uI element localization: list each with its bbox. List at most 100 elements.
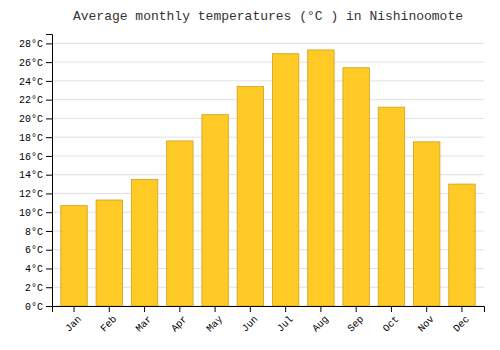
tick-mark (46, 268, 52, 269)
tick-mark (46, 212, 52, 213)
x-axis: Jan Feb Mar Apr May Jun Jul Aug Sep Oct Nov Dec (53, 306, 485, 334)
tick-label: Nov (416, 314, 437, 335)
tick: 8°C (25, 227, 52, 238)
tick: Jul (275, 306, 296, 334)
tick: 0°C (25, 302, 52, 313)
tick-label: Sep (346, 314, 367, 335)
tick-label: 4°C (25, 264, 43, 275)
tick-label: 8°C (25, 227, 43, 238)
bar (272, 54, 298, 306)
bar (131, 179, 157, 306)
tick: 4°C (25, 264, 52, 275)
tick-label: 14°C (19, 170, 43, 181)
tick-label: Feb (99, 314, 120, 335)
tick-mark (46, 118, 52, 119)
bar (237, 87, 263, 306)
tick-label: 6°C (25, 245, 43, 256)
grid-line (52, 43, 484, 44)
tick-label: 0°C (25, 302, 43, 313)
tick-mark (46, 306, 52, 307)
tick-mark (46, 62, 52, 63)
tick-label: Dec (451, 314, 472, 335)
tick-mark (46, 137, 52, 138)
tick-label: 12°C (19, 189, 43, 200)
y-axis: 0°C 2°C 4°C 6°C 8°C 10°C 12°C 14°C 16°C 18°C 20°C 2… (19, 35, 53, 313)
tick: 2°C (25, 283, 52, 294)
tick: 6°C (25, 245, 52, 256)
tick-label: Apr (169, 314, 190, 335)
tick-label: 2°C (25, 283, 43, 294)
tick: 28°C (19, 39, 52, 50)
bar (308, 50, 334, 306)
tick-mark (179, 306, 180, 312)
tick: Jan (63, 306, 84, 334)
grid-line (52, 62, 484, 63)
plot: 0°C 2°C 4°C 6°C 8°C 10°C 12°C 14°C 16°C 18°C 20°C 2… (19, 35, 485, 335)
tick: Apr (169, 306, 190, 334)
tick: 10°C (19, 208, 52, 219)
tick: 18°C (19, 133, 52, 144)
tick: 20°C (19, 114, 52, 125)
tick-label: Oct (381, 314, 402, 335)
tick-label: May (204, 314, 225, 335)
tick: 16°C (19, 152, 52, 163)
tick-mark (46, 156, 52, 157)
bar (202, 115, 228, 306)
grid-line (52, 80, 484, 81)
tick-mark (46, 231, 52, 232)
tick: Aug (310, 306, 331, 334)
tick: Mar (134, 306, 155, 334)
tick-label: 10°C (19, 208, 43, 219)
tick-label: Jan (63, 314, 84, 335)
tick: 26°C (19, 58, 52, 69)
tick-mark (109, 306, 110, 312)
tick-label: 24°C (19, 77, 43, 88)
tick-label: Aug (310, 314, 331, 335)
chart: 0°C 2°C 4°C 6°C 8°C 10°C 12°C 14°C 16°C 18°C 20°C 2… (0, 0, 500, 350)
tick: Jun (240, 306, 261, 334)
tick: 14°C (19, 170, 52, 181)
grid-line (52, 118, 484, 119)
tick: Oct (381, 306, 402, 334)
tick-mark (250, 306, 251, 312)
tick-mark (426, 306, 427, 312)
axis-line (46, 35, 53, 307)
grid-line (52, 137, 484, 138)
tick-mark (46, 175, 52, 176)
tick-mark (46, 100, 52, 101)
tick-mark (215, 306, 216, 312)
bar (167, 141, 193, 306)
axis-line (53, 307, 485, 313)
tick-label: 26°C (19, 58, 43, 69)
tick-mark (74, 306, 75, 312)
tick-label: 28°C (19, 39, 43, 50)
tick-mark (46, 43, 52, 44)
tick-mark (144, 306, 145, 312)
bar (343, 68, 369, 306)
bar (61, 206, 87, 306)
grid (52, 43, 484, 306)
bar (413, 142, 439, 306)
tick: Feb (99, 306, 120, 334)
tick-mark (391, 306, 392, 312)
tick-mark (46, 81, 52, 82)
tick-mark (320, 306, 321, 312)
tick-mark (46, 250, 52, 251)
tick-mark (461, 306, 462, 312)
tick-label: 16°C (19, 152, 43, 163)
tick: May (204, 306, 225, 334)
tick-mark (285, 306, 286, 312)
tick-mark (356, 306, 357, 312)
tick: 22°C (19, 95, 52, 106)
tick: 12°C (19, 189, 52, 200)
tick-label: 22°C (19, 95, 43, 106)
bars (61, 50, 475, 306)
tick: 24°C (19, 77, 52, 88)
bar (96, 200, 122, 306)
title: Average monthly temperatures (°C ) in Ni… (73, 9, 463, 24)
tick: Dec (451, 306, 472, 334)
tick-label: Jun (240, 314, 261, 335)
tick: Sep (346, 306, 367, 334)
tick: Nov (416, 306, 437, 334)
tick-mark (46, 287, 52, 288)
